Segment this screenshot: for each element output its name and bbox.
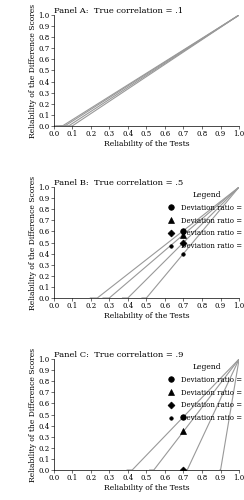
Text: Panel C:  True correlation = .9: Panel C: True correlation = .9 (54, 351, 183, 359)
X-axis label: Reliability of the Tests: Reliability of the Tests (104, 312, 189, 320)
Y-axis label: Reliability of the Difference Scores: Reliability of the Difference Scores (29, 176, 37, 310)
Y-axis label: Reliability of the Difference Scores: Reliability of the Difference Scores (29, 348, 37, 482)
Legend: Deviation ratio = 4, Deviation ratio = 3, Deviation ratio = 2, Deviation ratio =: Deviation ratio = 4, Deviation ratio = 3… (161, 188, 244, 253)
X-axis label: Reliability of the Tests: Reliability of the Tests (104, 484, 189, 492)
Y-axis label: Reliability of the Difference Scores: Reliability of the Difference Scores (29, 4, 37, 138)
Text: Deviation ratio = 4, 3,2, or 1 (differences too small  to see): Deviation ratio = 4, 3,2, or 1 (differen… (54, 0, 244, 1)
Text: Panel B:  True correlation = .5: Panel B: True correlation = .5 (54, 179, 183, 187)
Text: Panel A:  True correlation = .1: Panel A: True correlation = .1 (54, 7, 183, 15)
X-axis label: Reliability of the Tests: Reliability of the Tests (104, 140, 189, 147)
Legend: Deviation ratio = 4, Deviation ratio = 3, Deviation ratio = 2, Deviation ratio =: Deviation ratio = 4, Deviation ratio = 3… (161, 360, 244, 425)
